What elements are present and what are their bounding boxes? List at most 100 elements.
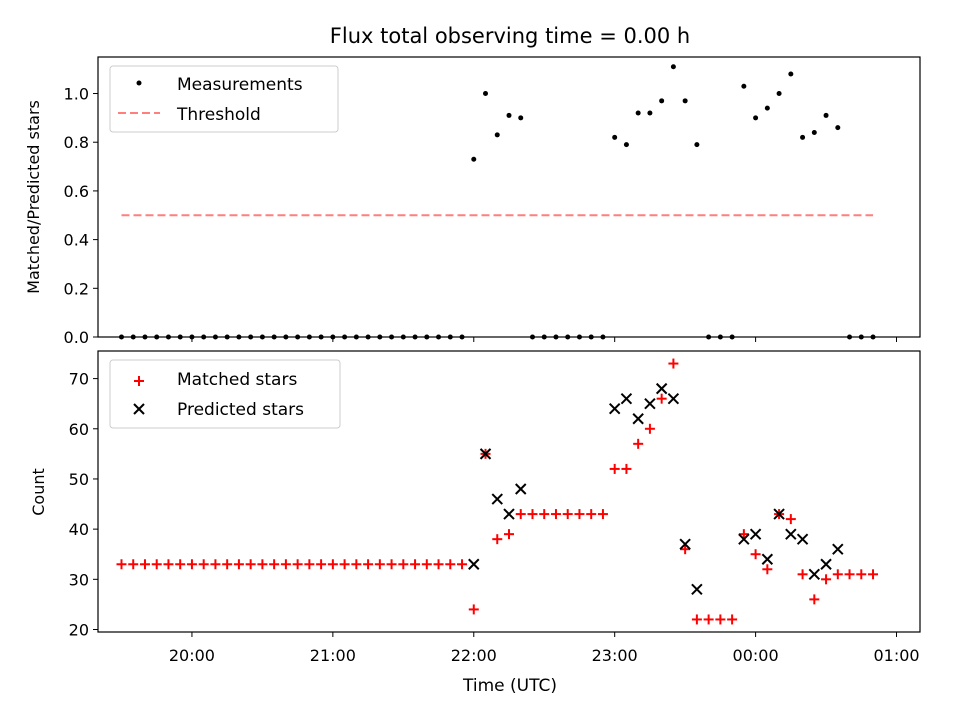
matched-star-point <box>351 559 362 570</box>
bottom-axes-frame <box>97 350 921 633</box>
top-y-tick-label: 0.4 <box>64 231 89 250</box>
predicted-star-point <box>655 382 668 395</box>
matched-star-point <box>785 514 796 525</box>
top-chart-title: Flux total observing time = 0.00 h <box>330 24 690 48</box>
measurement-point <box>835 125 841 131</box>
matched-star-point <box>656 393 667 404</box>
predicted-star-point <box>773 508 785 520</box>
matched-star-point <box>550 509 561 520</box>
matched-star-point <box>163 559 174 570</box>
predicted-legend-marker <box>133 403 145 415</box>
matched-star-point <box>339 559 350 570</box>
matched-star-point <box>269 559 280 570</box>
measurement-point <box>659 98 665 104</box>
matched-star-point <box>386 559 397 570</box>
matched-star-point <box>574 509 585 520</box>
top-y-tick-label: 0.0 <box>64 328 89 347</box>
predicted-legend-label: Predicted stars <box>177 400 304 420</box>
measurement-point <box>694 142 700 148</box>
bottom-y-tick-label: 40 <box>69 520 89 539</box>
bottom-y-tick-label: 30 <box>69 570 89 589</box>
measurement-point <box>623 142 629 148</box>
x-tick-label: 22:00 <box>451 646 497 665</box>
predicted-star-point <box>632 413 644 425</box>
matched-star-point <box>363 559 374 570</box>
bottom-y-tick-label: 70 <box>69 370 89 389</box>
matched-star-point <box>433 559 444 570</box>
measurement-point <box>518 115 524 121</box>
matched-star-point <box>245 559 256 570</box>
x-axis-label: Time (UTC) <box>462 676 557 696</box>
top-axes-frame <box>97 56 921 338</box>
predicted-star-point <box>679 538 691 550</box>
predicted-star-point <box>808 568 821 581</box>
measurement-point <box>471 156 477 162</box>
measurement-point <box>506 112 512 118</box>
measurement-point <box>788 71 794 77</box>
predicted-star-point <box>479 448 492 460</box>
matched-star-point <box>457 559 468 570</box>
matched-star-point <box>715 614 726 625</box>
matched-star-point <box>280 559 291 570</box>
matched-star-point <box>821 574 832 585</box>
measurements-legend-marker <box>136 80 142 86</box>
matched-star-point <box>151 559 162 570</box>
top-y-tick-label: 0.2 <box>64 279 89 298</box>
matched-star-point <box>856 569 867 580</box>
measurement-point <box>753 115 759 121</box>
x-tick-label: 20:00 <box>169 646 215 665</box>
predicted-star-point <box>644 397 656 410</box>
matched-star-point <box>727 614 738 625</box>
matched-star-point <box>644 423 655 434</box>
matched-star-point <box>410 559 421 570</box>
top-y-axis-label: Matched/Predicted stars <box>24 100 43 294</box>
measurement-point <box>647 110 653 116</box>
matched-star-point <box>680 544 691 555</box>
matched-star-point <box>504 529 514 540</box>
measurement-point <box>811 129 817 135</box>
matched-star-point <box>316 559 327 570</box>
matched-legend-marker <box>134 376 144 386</box>
predicted-star-point <box>620 392 633 405</box>
matched-star-point <box>198 559 209 570</box>
predicted-star-point <box>515 483 527 495</box>
matched-star-point <box>797 569 808 580</box>
matched-star-point <box>738 529 749 540</box>
bottom-y-tick-label: 50 <box>69 470 89 489</box>
top-panel: Flux total observing time = 0.00 h Match… <box>24 24 921 347</box>
measurement-point <box>764 105 770 111</box>
matched-star-point <box>233 559 244 570</box>
predicted-star-point <box>820 558 832 570</box>
top-y-tick-label: 0.8 <box>64 133 89 152</box>
threshold-legend-label: Threshold <box>176 105 261 125</box>
top-y-tick-label: 1.0 <box>64 85 89 104</box>
matched-legend-label: Matched stars <box>177 370 297 390</box>
predicted-star-point <box>749 528 762 540</box>
measurement-point <box>494 132 500 138</box>
matched-star-point <box>139 559 150 570</box>
matched-star-point <box>832 569 843 580</box>
measurement-point <box>635 110 641 116</box>
bottom-legend-box <box>109 359 341 429</box>
matched-star-point <box>691 614 702 625</box>
matched-star-point <box>210 559 221 570</box>
matched-star-point <box>421 559 432 570</box>
matched-star-point <box>762 564 773 575</box>
matched-star-point <box>633 438 644 449</box>
predicted-star-point <box>468 558 480 570</box>
matched-star-point <box>398 559 409 570</box>
matched-star-point <box>257 559 268 570</box>
x-tick-label: 01:00 <box>873 646 919 665</box>
matched-star-point <box>304 559 315 570</box>
matched-star-point <box>609 463 620 474</box>
predicted-star-point <box>832 543 844 555</box>
measurement-point <box>741 83 747 89</box>
measurement-point <box>483 91 489 97</box>
x-tick-label: 00:00 <box>733 646 779 665</box>
bottom-y-tick-label: 60 <box>69 420 89 439</box>
measurements-legend-label: Measurements <box>177 75 303 95</box>
matched-star-point <box>222 559 233 570</box>
matched-star-point <box>327 559 338 570</box>
matched-star-point <box>128 559 139 570</box>
